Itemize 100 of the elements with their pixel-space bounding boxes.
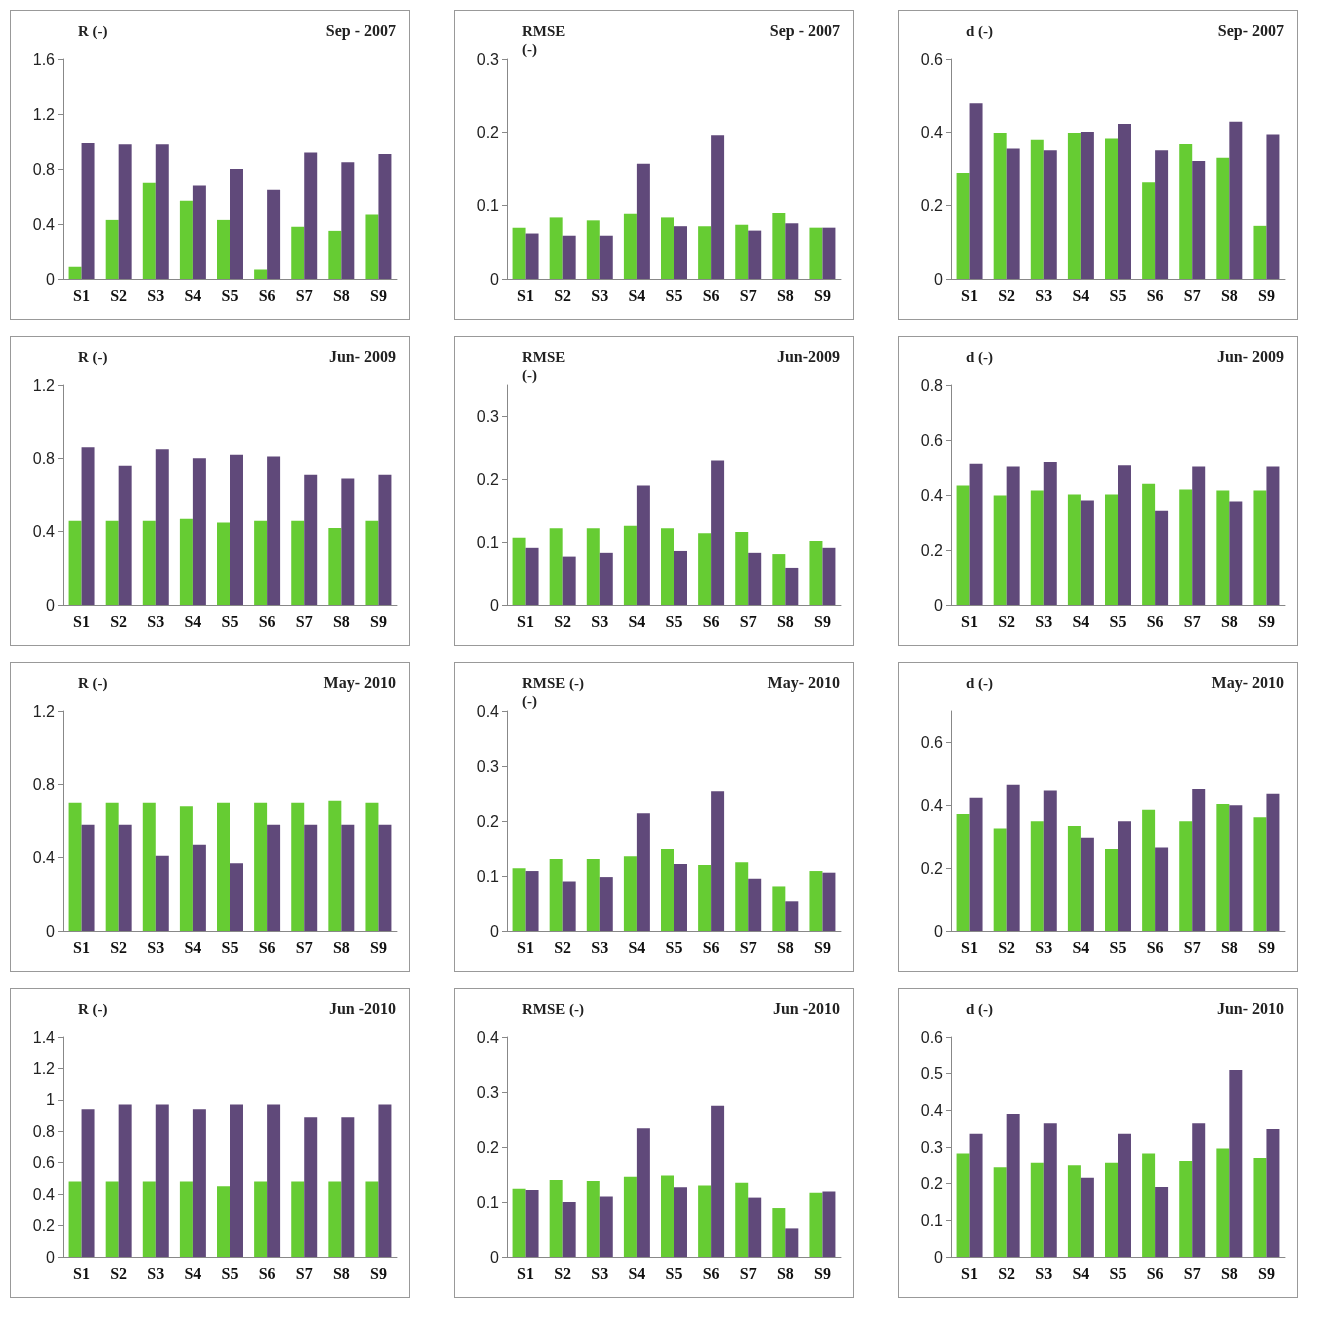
y-tick-label: 0.2 xyxy=(476,470,500,488)
x-tick-label: S2 xyxy=(554,938,572,956)
bar xyxy=(785,567,799,605)
x-tick-label: S5 xyxy=(221,286,239,304)
bar xyxy=(599,552,613,605)
chart-subtitle: Jun- 2009 xyxy=(328,347,396,365)
y-tick-label: 0 xyxy=(490,922,500,940)
bar xyxy=(291,802,305,931)
x-tick-label: S1 xyxy=(961,286,979,304)
x-tick-label: S1 xyxy=(961,612,979,630)
bar xyxy=(230,454,243,605)
bar xyxy=(328,800,342,931)
chart-title: d (-) xyxy=(966,675,994,692)
x-tick-label: S2 xyxy=(110,938,128,956)
bar xyxy=(1043,790,1057,931)
bar xyxy=(1192,160,1206,279)
chart-title: RMSE (-) (-) xyxy=(522,675,585,710)
bar xyxy=(230,1104,243,1257)
x-tick-label: S6 xyxy=(1146,286,1164,304)
x-tick-label: S5 xyxy=(1109,612,1127,630)
bar xyxy=(562,881,576,931)
x-tick-label: S4 xyxy=(184,286,202,304)
bar xyxy=(599,877,613,931)
x-tick-label: S8 xyxy=(332,1264,350,1282)
chart-subtitle: Sep- 2007 xyxy=(1217,21,1285,40)
bar xyxy=(525,233,539,279)
bar xyxy=(636,163,650,279)
y-tick-label: 0.2 xyxy=(920,197,944,215)
bar xyxy=(1006,148,1020,279)
bar xyxy=(142,182,156,279)
bar xyxy=(711,791,725,931)
bar xyxy=(1179,1160,1193,1257)
bar xyxy=(1118,123,1131,279)
bar xyxy=(118,465,132,605)
bar xyxy=(785,901,799,931)
bar xyxy=(179,1181,193,1257)
bar xyxy=(217,522,230,605)
y-tick-label: 0.4 xyxy=(920,123,944,141)
bar xyxy=(969,1133,983,1257)
y-tick-label: 0.2 xyxy=(32,1217,56,1235)
y-tick-label: 0.6 xyxy=(920,1028,944,1046)
y-tick-label: 0.6 xyxy=(920,733,944,751)
x-tick-label: S2 xyxy=(110,612,128,630)
bar xyxy=(1067,494,1081,605)
bar xyxy=(365,214,379,279)
bar xyxy=(217,802,230,931)
bar xyxy=(809,871,823,931)
x-tick-label: S5 xyxy=(221,612,239,630)
x-tick-label: S7 xyxy=(739,1264,757,1282)
bar xyxy=(81,447,95,605)
chart-title: RMSE (-) xyxy=(522,349,566,384)
x-tick-label: S9 xyxy=(369,612,387,630)
y-tick-label: 0.1 xyxy=(920,1211,944,1229)
x-tick-label: S9 xyxy=(1257,612,1275,630)
bar xyxy=(1043,150,1057,279)
bar xyxy=(230,863,243,931)
bar xyxy=(1030,1162,1044,1257)
y-tick-label: 0 xyxy=(490,596,500,614)
bar xyxy=(1216,490,1230,605)
bar xyxy=(105,520,119,605)
y-tick-label: 1.2 xyxy=(32,1059,56,1077)
bar xyxy=(254,1181,268,1257)
x-tick-label: S8 xyxy=(1220,938,1238,956)
x-tick-label: S4 xyxy=(1072,286,1090,304)
x-tick-label: S8 xyxy=(776,938,794,956)
bar xyxy=(623,213,637,279)
chart-subtitle: May- 2010 xyxy=(323,673,397,692)
bar xyxy=(267,1104,281,1257)
bar xyxy=(512,537,526,605)
bar xyxy=(623,1176,637,1257)
y-tick-label: 0.1 xyxy=(476,1193,500,1211)
bar xyxy=(1266,466,1280,605)
x-tick-label: S8 xyxy=(1220,286,1238,304)
x-tick-label: S5 xyxy=(221,938,239,956)
y-tick-label: 1.6 xyxy=(32,50,56,68)
x-tick-label: S3 xyxy=(591,286,609,304)
y-tick-label: 0.4 xyxy=(476,702,500,720)
bar xyxy=(267,824,281,931)
x-tick-label: S5 xyxy=(1109,286,1127,304)
y-tick-label: 0 xyxy=(934,922,944,940)
x-tick-label: S1 xyxy=(517,286,535,304)
x-tick-label: S4 xyxy=(628,612,646,630)
bar xyxy=(378,1104,392,1257)
bar xyxy=(1006,784,1020,931)
x-tick-label: S6 xyxy=(1146,1264,1164,1282)
bar xyxy=(254,520,268,605)
bar xyxy=(1253,1158,1267,1257)
y-tick-label: 0.6 xyxy=(920,50,944,68)
bar xyxy=(1067,1165,1081,1257)
x-tick-label: S1 xyxy=(961,1264,979,1282)
bar xyxy=(586,1181,600,1257)
bar xyxy=(956,1153,970,1257)
bar xyxy=(969,797,983,931)
x-tick-label: S2 xyxy=(998,1264,1016,1282)
x-tick-label: S3 xyxy=(147,286,165,304)
x-tick-label: S9 xyxy=(1257,1264,1275,1282)
x-tick-label: S6 xyxy=(702,612,720,630)
bar xyxy=(636,485,650,605)
y-tick-label: 0.3 xyxy=(476,1083,500,1101)
chart-subtitle: Jun-2009 xyxy=(776,347,840,365)
